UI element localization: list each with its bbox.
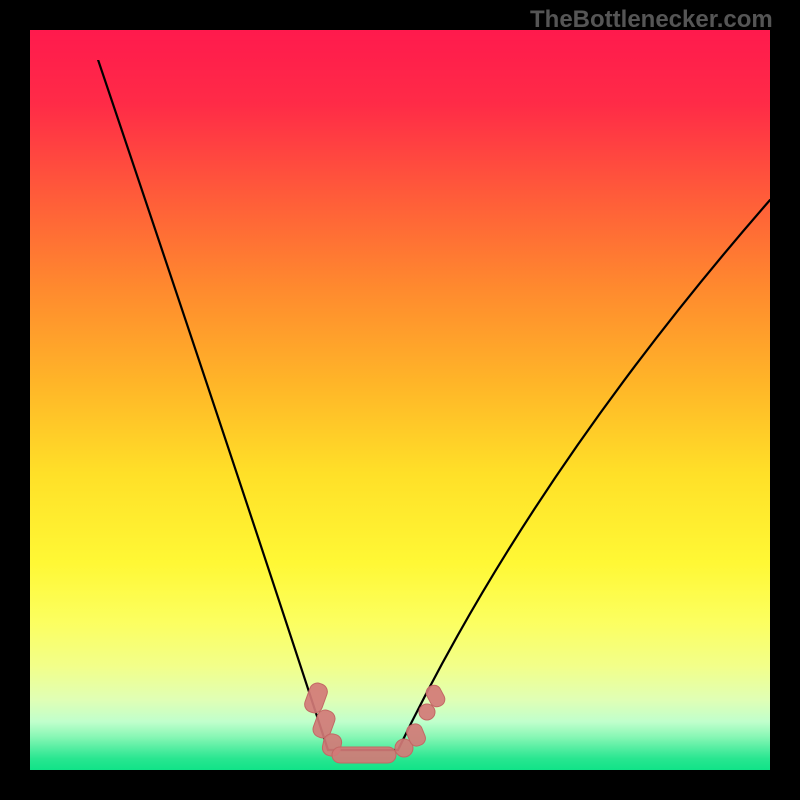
watermark-text: TheBottlenecker.com (530, 6, 773, 34)
curve-marker (332, 747, 396, 763)
gradient-panel (30, 30, 770, 770)
curve-marker (419, 704, 435, 720)
bottleneck-chart (0, 0, 800, 800)
